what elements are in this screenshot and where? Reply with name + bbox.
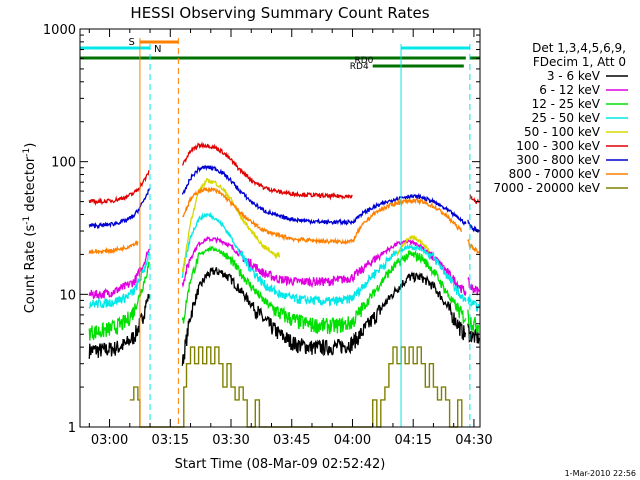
x-tick-label: 03:00 xyxy=(91,433,128,448)
legend-entry-label: 12 - 25 keV xyxy=(532,97,601,111)
x-tick-label: 03:30 xyxy=(212,433,249,448)
series-line-3 xyxy=(88,261,151,341)
legend-header-line-1: Det 1,3,4,5,6,9, xyxy=(532,41,626,55)
y-axis-label-close: ) xyxy=(23,143,38,148)
saa-flag-label: S xyxy=(129,37,135,48)
series-line-7 xyxy=(181,164,467,226)
x-axis-label: Start Time (08-Mar-09 02:52:42) xyxy=(175,457,386,472)
series-line-4 xyxy=(88,251,151,309)
legend-entry-label: 25 - 50 keV xyxy=(532,111,601,125)
y-axis-label-main: Count Rate (s xyxy=(23,225,38,314)
series-line-2 xyxy=(88,248,150,300)
series-line-7 xyxy=(88,188,151,230)
series-line-8 xyxy=(182,185,463,246)
series-line-8 xyxy=(88,240,139,255)
series-line-1 xyxy=(88,293,151,359)
footer-date: 1-Mar-2010 22:56 xyxy=(565,469,636,478)
legend-entry-label: 7000 - 20000 keV xyxy=(493,181,600,195)
y-tick-label: 10 xyxy=(59,288,76,303)
x-tick-label: 04:30 xyxy=(455,433,492,448)
y-axis-label-exp2: -1 xyxy=(22,148,32,157)
y-tick-label: 1 xyxy=(68,421,76,436)
series-layer xyxy=(88,141,480,428)
legend-entry-label: 50 - 100 keV xyxy=(524,125,601,139)
legend-entry-label: 3 - 6 keV xyxy=(547,69,601,83)
y-axis-ticks: 1 10 100 1000 xyxy=(43,23,480,436)
series-line-5 xyxy=(396,234,430,257)
y-tick-label: 100 xyxy=(51,156,76,171)
y-axis-label-mid: detector xyxy=(23,156,38,216)
series-line-9 xyxy=(129,346,463,428)
series-line-3 xyxy=(181,245,467,335)
legend-entry-label: 800 - 7000 keV xyxy=(509,167,601,181)
y-axis-label-exp1: -1 xyxy=(22,216,32,225)
x-tick-label: 03:15 xyxy=(152,433,189,448)
legend-entry-label: 100 - 300 keV xyxy=(516,139,600,153)
plot-frame xyxy=(79,28,481,428)
y-axis-label: Count Rate (s-1 detector-1) xyxy=(22,143,38,314)
x-tick-label: 04:15 xyxy=(394,433,431,448)
legend-entry-label: 6 - 12 keV xyxy=(539,83,601,97)
legend-header-line-2: FDecim 1, Att 0 xyxy=(533,55,626,69)
x-tick-label: 03:45 xyxy=(273,433,310,448)
series-line-2 xyxy=(181,235,467,296)
series-line-1 xyxy=(181,266,467,366)
flag-edge-lines xyxy=(139,38,471,427)
y-tick-label: 1000 xyxy=(43,23,76,38)
series-line-6 xyxy=(88,170,150,207)
legend-entry-label: 300 - 800 keV xyxy=(516,153,600,167)
night-flag-label: N xyxy=(154,44,161,55)
rd4-flag-label: RD4 xyxy=(350,62,369,72)
x-tick-label: 04:00 xyxy=(334,433,371,448)
series-line-6 xyxy=(181,141,353,201)
series-line-4 xyxy=(181,211,467,307)
legend: Det 1,3,4,5,6,9,FDecim 1, Att 03 - 6 keV… xyxy=(493,41,628,195)
x-axis-ticks: 03:00 03:15 03:30 03:45 04:00 04:15 04:30 xyxy=(88,29,493,448)
rd0-flag-label: RD0 xyxy=(354,56,373,66)
series-line-1 xyxy=(467,323,480,344)
chart-title: HESSI Observing Summary Count Rates xyxy=(130,4,429,22)
